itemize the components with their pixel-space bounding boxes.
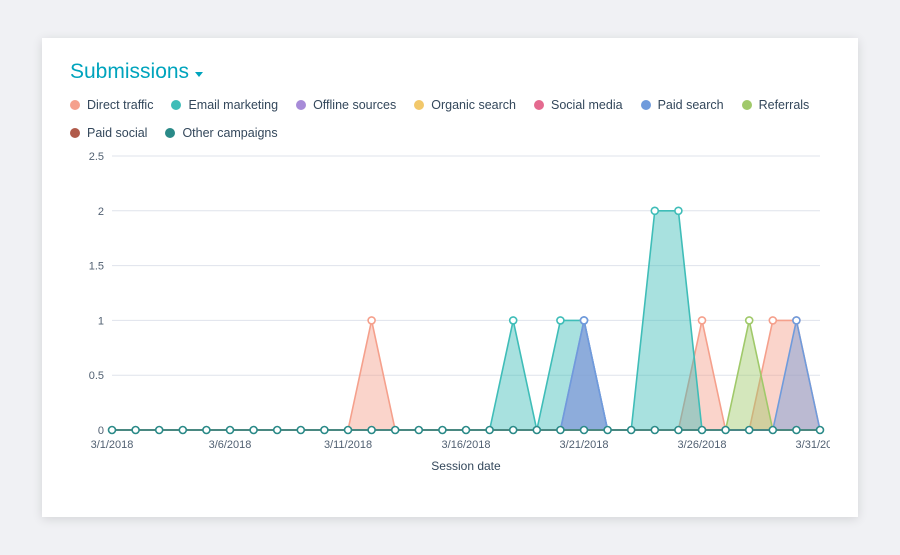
legend-item[interactable]: Paid search: [641, 98, 724, 112]
svg-text:1: 1: [98, 315, 104, 327]
legend-item[interactable]: Offline sources: [296, 98, 396, 112]
legend-item[interactable]: Organic search: [414, 98, 516, 112]
data-point: [345, 427, 352, 434]
data-point: [793, 427, 800, 434]
data-point: [368, 317, 375, 324]
data-point: [392, 427, 399, 434]
legend-swatch: [171, 100, 181, 110]
legend-label: Social media: [551, 98, 623, 112]
data-point: [486, 427, 493, 434]
data-point: [651, 207, 658, 214]
legend-item[interactable]: Paid social: [70, 126, 147, 140]
svg-text:1.5: 1.5: [89, 261, 104, 273]
legend-swatch: [70, 128, 80, 138]
legend-item[interactable]: Referrals: [742, 98, 810, 112]
svg-text:2: 2: [98, 206, 104, 218]
legend-label: Organic search: [431, 98, 516, 112]
data-point: [699, 317, 706, 324]
title-dropdown[interactable]: Submissions: [70, 60, 830, 84]
data-point: [274, 427, 281, 434]
data-point: [746, 317, 753, 324]
svg-text:0: 0: [98, 425, 104, 437]
data-point: [769, 317, 776, 324]
data-point: [321, 427, 328, 434]
data-point: [675, 427, 682, 434]
data-point: [297, 427, 304, 434]
data-point: [439, 427, 446, 434]
legend-swatch: [165, 128, 175, 138]
legend-swatch: [414, 100, 424, 110]
svg-text:0.5: 0.5: [89, 370, 104, 382]
legend-item[interactable]: Social media: [534, 98, 623, 112]
data-point: [628, 427, 635, 434]
svg-text:3/6/2018: 3/6/2018: [209, 439, 252, 451]
data-point: [699, 427, 706, 434]
data-point: [132, 427, 139, 434]
legend-swatch: [742, 100, 752, 110]
legend-label: Email marketing: [188, 98, 278, 112]
legend-item[interactable]: Other campaigns: [165, 126, 277, 140]
svg-text:3/11/2018: 3/11/2018: [324, 439, 372, 451]
data-point: [769, 427, 776, 434]
svg-text:3/21/2018: 3/21/2018: [560, 439, 609, 451]
data-point: [250, 427, 257, 434]
data-point: [156, 427, 163, 434]
data-point: [557, 317, 564, 324]
data-point: [203, 427, 210, 434]
svg-text:3/1/2018: 3/1/2018: [91, 439, 134, 451]
data-point: [179, 427, 186, 434]
legend: Direct traffic Email marketing Offline sou…: [70, 98, 830, 140]
chevron-down-icon: [195, 72, 203, 77]
legend-item[interactable]: Direct traffic: [70, 98, 153, 112]
svg-text:3/26/2018: 3/26/2018: [678, 439, 727, 451]
data-point: [604, 427, 611, 434]
data-point: [463, 427, 470, 434]
chart-area: 0 0.5 1 1.5 2 2.5 3/1/2018 3/6/2018 3/11/2018 3/1…: [70, 148, 830, 499]
legend-label: Other campaigns: [182, 126, 277, 140]
data-point: [533, 427, 540, 434]
legend-label: Paid social: [87, 126, 147, 140]
legend-label: Referrals: [759, 98, 810, 112]
svg-text:3/16/2018: 3/16/2018: [442, 439, 491, 451]
data-point: [109, 427, 116, 434]
chart-card: Submissions Direct traffic Email marketin…: [42, 38, 858, 517]
data-point: [675, 207, 682, 214]
data-point: [581, 427, 588, 434]
data-point: [415, 427, 422, 434]
legend-item[interactable]: Email marketing: [171, 98, 278, 112]
legend-swatch: [296, 100, 306, 110]
legend-label: Offline sources: [313, 98, 396, 112]
svg-text:2.5: 2.5: [89, 151, 104, 163]
legend-label: Direct traffic: [87, 98, 153, 112]
legend-label: Paid search: [658, 98, 724, 112]
svg-text:3/31/2018: 3/31/2018: [796, 439, 830, 451]
svg-text:Session date: Session date: [431, 459, 501, 473]
data-point: [557, 427, 564, 434]
data-point: [793, 317, 800, 324]
legend-swatch: [534, 100, 544, 110]
data-point: [581, 317, 588, 324]
data-point: [510, 427, 517, 434]
data-point: [746, 427, 753, 434]
data-point: [510, 317, 517, 324]
legend-swatch: [70, 100, 80, 110]
data-point: [817, 427, 824, 434]
chart-title: Submissions: [70, 60, 189, 84]
submissions-chart: 0 0.5 1 1.5 2 2.5 3/1/2018 3/6/2018 3/11/2018 3/1…: [70, 148, 830, 478]
legend-swatch: [641, 100, 651, 110]
data-point: [227, 427, 234, 434]
data-point: [722, 427, 729, 434]
data-point: [368, 427, 375, 434]
data-point: [651, 427, 658, 434]
